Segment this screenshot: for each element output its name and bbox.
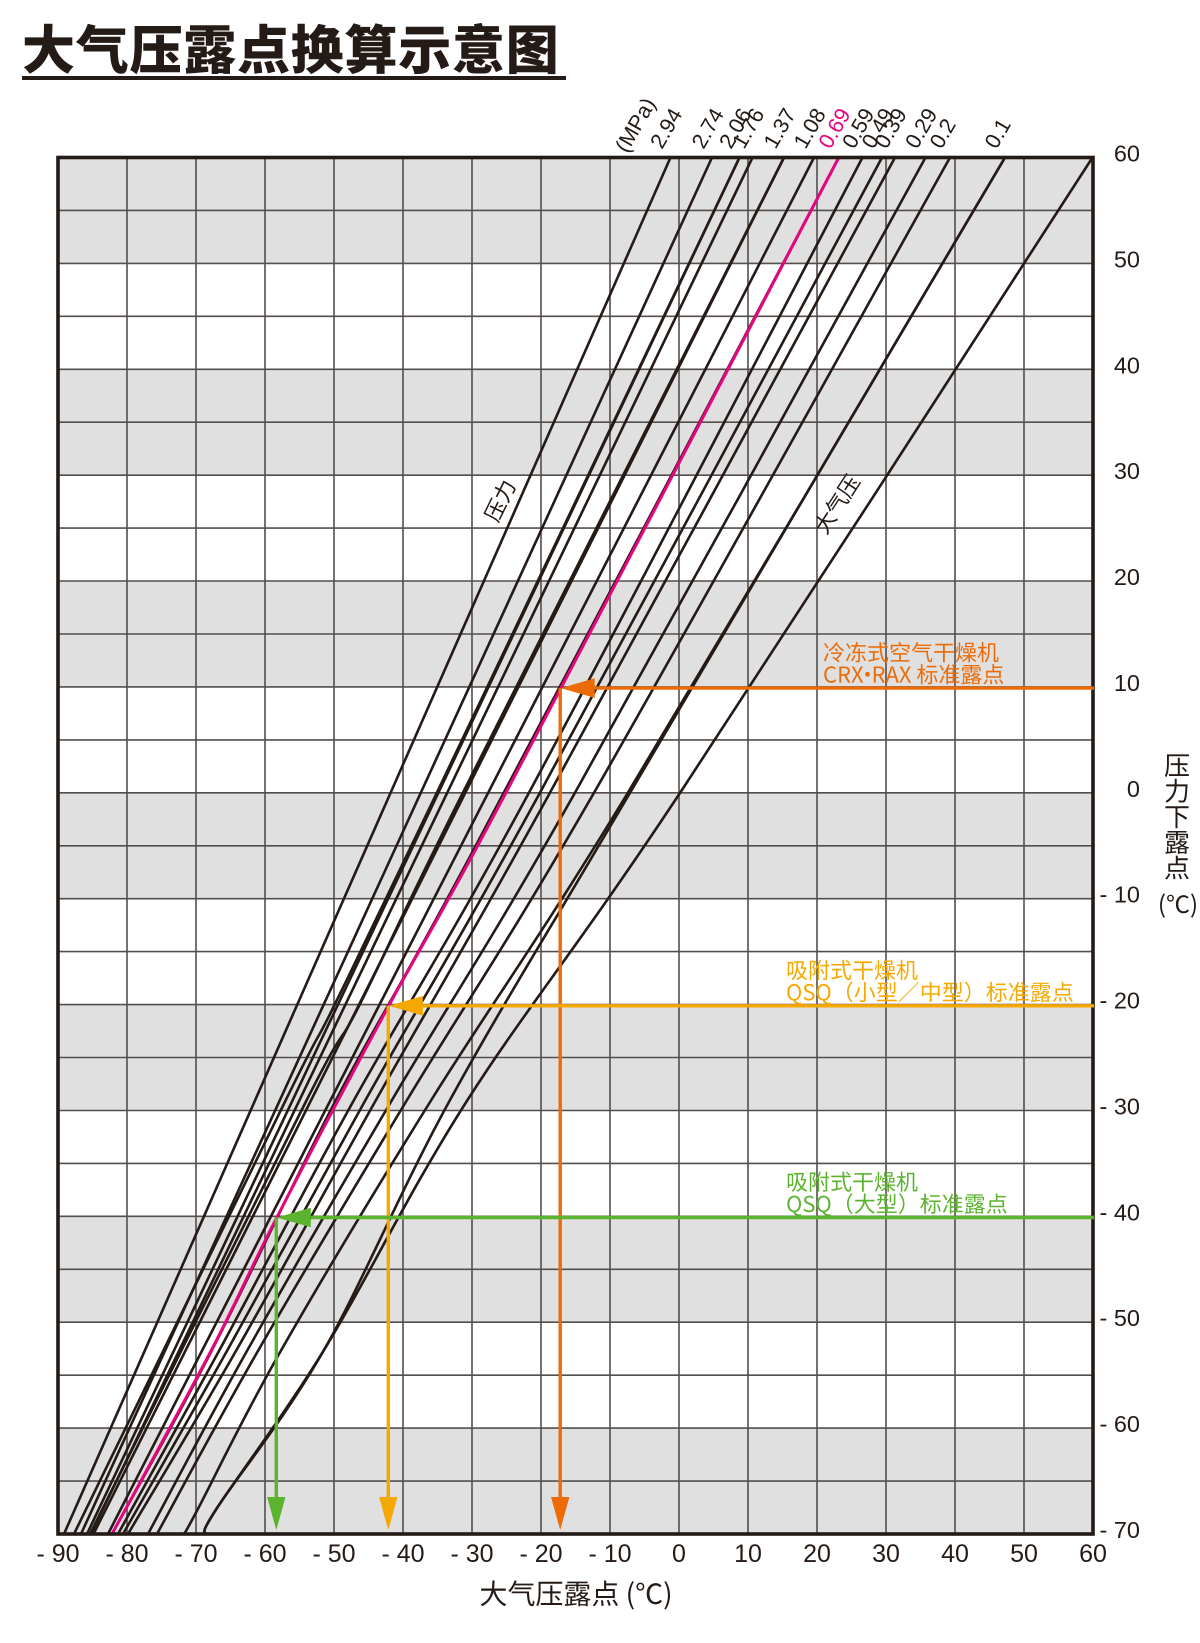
svg-text:- 30: - 30 [450, 1540, 493, 1568]
svg-text:- 40: - 40 [1100, 1199, 1141, 1225]
svg-text:- 70: - 70 [1100, 1517, 1141, 1543]
svg-text:40: 40 [941, 1540, 969, 1568]
svg-text:- 60: - 60 [243, 1540, 286, 1568]
svg-text:- 10: - 10 [1100, 882, 1141, 908]
svg-text:0: 0 [1127, 776, 1140, 802]
svg-text:20: 20 [803, 1540, 831, 1568]
svg-text:40: 40 [1114, 352, 1140, 378]
svg-text:- 10: - 10 [588, 1540, 631, 1568]
svg-text:- 60: - 60 [1100, 1411, 1141, 1437]
svg-text:- 30: - 30 [1100, 1094, 1141, 1120]
svg-text:50: 50 [1010, 1540, 1038, 1568]
svg-text:- 20: - 20 [519, 1540, 562, 1568]
svg-text:- 80: - 80 [105, 1540, 148, 1568]
svg-text:20: 20 [1114, 564, 1140, 590]
svg-text:10: 10 [734, 1540, 762, 1568]
svg-text:30: 30 [1114, 458, 1140, 484]
svg-text:- 90: - 90 [36, 1540, 79, 1568]
svg-text:60: 60 [1079, 1540, 1107, 1568]
svg-text:50: 50 [1114, 246, 1140, 272]
svg-text:- 40: - 40 [381, 1540, 424, 1568]
svg-text:- 70: - 70 [174, 1540, 217, 1568]
svg-text:- 50: - 50 [312, 1540, 355, 1568]
svg-text:10: 10 [1114, 670, 1140, 696]
svg-text:0: 0 [672, 1540, 686, 1568]
svg-text:60: 60 [1114, 141, 1140, 167]
svg-text:30: 30 [872, 1540, 900, 1568]
svg-text:- 50: - 50 [1100, 1305, 1141, 1331]
svg-text:- 20: - 20 [1100, 988, 1141, 1014]
